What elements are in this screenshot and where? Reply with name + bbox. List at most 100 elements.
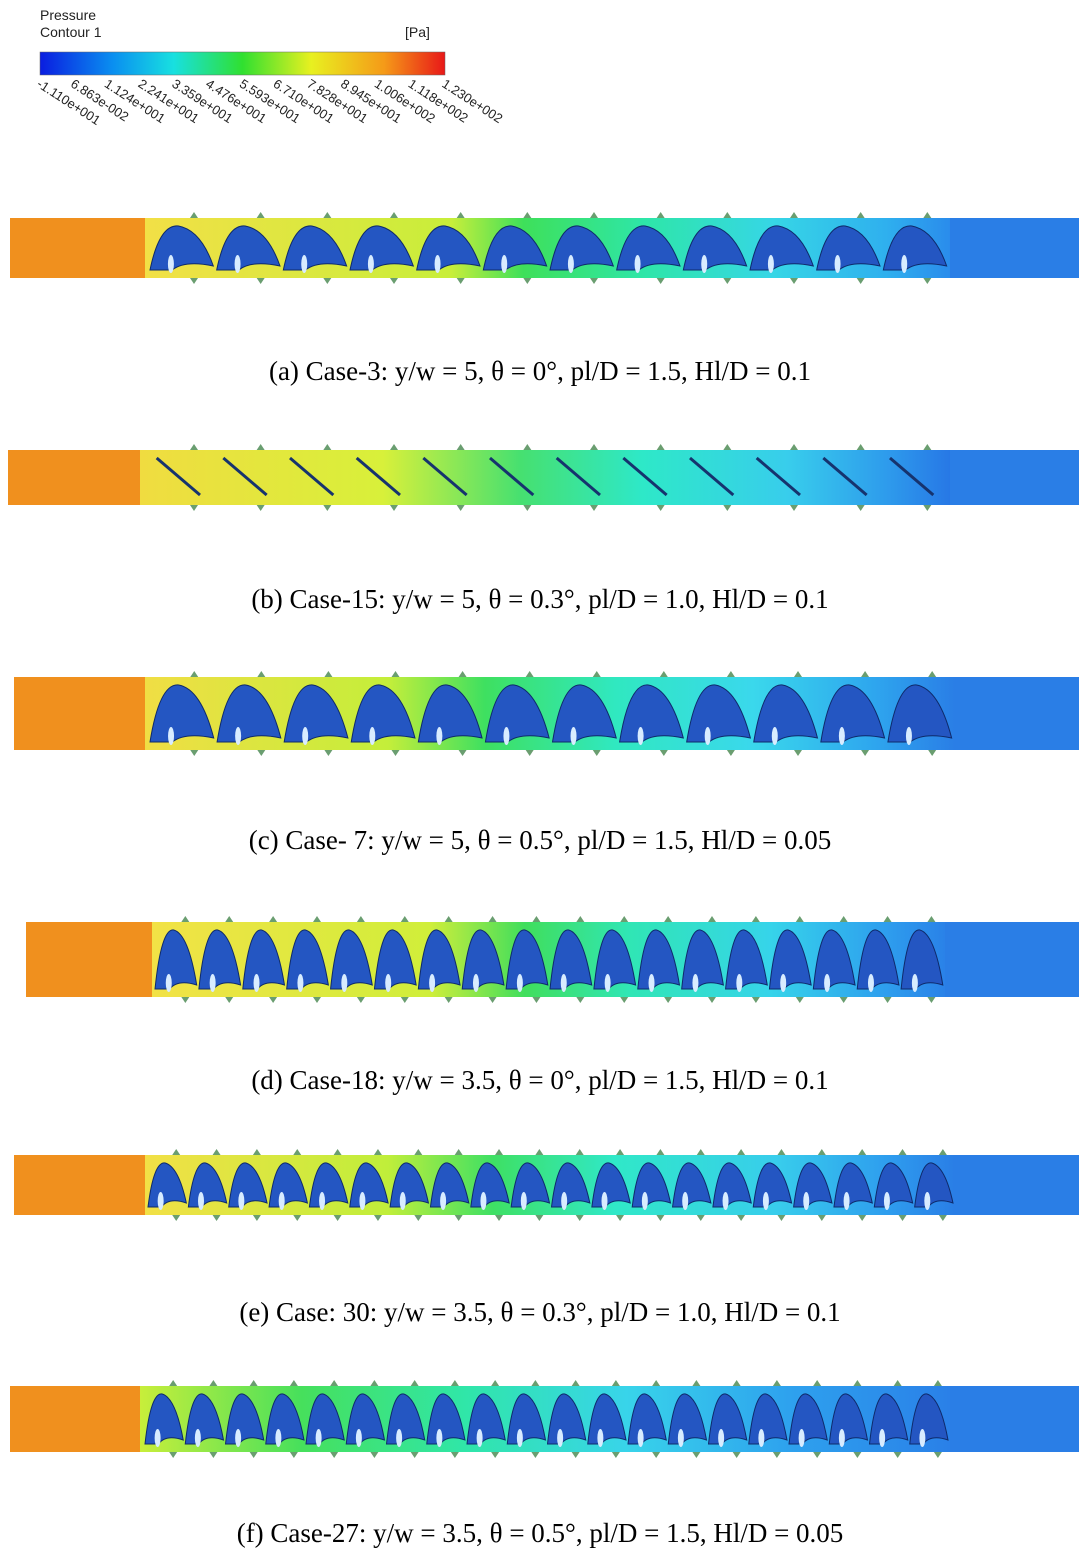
legend-unit: [Pa]: [405, 24, 430, 40]
tape-highlight: [736, 974, 742, 992]
tape-highlight: [238, 1192, 244, 1210]
pipe-outlet: [955, 1155, 1079, 1215]
panel-caption: (e) Case: 30: y/w = 3.5, θ = 0.3°, pl/D …: [239, 1297, 840, 1327]
tape-highlight: [316, 1429, 322, 1447]
tape-highlight: [768, 255, 774, 273]
tape-highlight: [718, 1429, 724, 1447]
tape-highlight: [835, 255, 841, 273]
tape-highlight: [436, 727, 442, 745]
pipe-outlet: [950, 1386, 1079, 1452]
pipe-outlet: [955, 677, 1079, 750]
panel-caption: (f) Case-27: y/w = 3.5, θ = 0.5°, pl/D =…: [237, 1518, 844, 1548]
tape-highlight: [436, 1429, 442, 1447]
pipe-inlet: [10, 218, 145, 278]
tape-highlight: [844, 1192, 850, 1210]
pipe-inlet: [8, 450, 140, 505]
panel-caption: (d) Case-18: y/w = 3.5, θ = 0°, pl/D = 1…: [251, 1065, 828, 1095]
tape-highlight: [763, 1192, 769, 1210]
panel: (d) Case-18: y/w = 3.5, θ = 0°, pl/D = 1…: [26, 916, 1079, 1095]
tape-highlight: [635, 255, 641, 273]
tape-highlight: [803, 1192, 809, 1210]
tape-highlight: [477, 1429, 483, 1447]
tape-highlight: [302, 727, 308, 745]
tape-highlight: [780, 974, 786, 992]
tape-highlight: [168, 255, 174, 273]
tape-highlight: [235, 255, 241, 273]
tape-highlight: [158, 1192, 164, 1210]
tape-highlight: [235, 1429, 241, 1447]
tape-highlight: [638, 1429, 644, 1447]
tape-highlight: [297, 974, 303, 992]
panel: (b) Case-15: y/w = 5, θ = 0.3°, pl/D = 1…: [8, 444, 1079, 614]
panel: (c) Case- 7: y/w = 5, θ = 0.5°, pl/D = 1…: [14, 671, 1079, 855]
tape-highlight: [557, 1429, 563, 1447]
tape-highlight: [480, 1192, 486, 1210]
pipe-body: [140, 1386, 950, 1452]
pipe-outlet: [950, 450, 1079, 505]
legend-title: Contour 1: [40, 24, 102, 40]
tape-highlight: [319, 1192, 325, 1210]
tape-highlight: [638, 727, 644, 745]
tape-highlight: [195, 1429, 201, 1447]
tape-highlight: [758, 1429, 764, 1447]
tape-highlight: [301, 255, 307, 273]
tape-highlight: [168, 727, 174, 745]
tape-highlight: [166, 974, 172, 992]
tape-highlight: [705, 727, 711, 745]
tape-highlight: [772, 727, 778, 745]
tape-highlight: [501, 255, 507, 273]
tape-highlight: [879, 1429, 885, 1447]
tape-highlight: [561, 974, 567, 992]
pipe-inlet: [14, 1155, 145, 1215]
tape-highlight: [568, 255, 574, 273]
tape-highlight: [839, 727, 845, 745]
tape-highlight: [649, 974, 655, 992]
tape-highlight: [924, 1192, 930, 1210]
pipe-inlet: [26, 922, 152, 997]
tape-highlight: [369, 727, 375, 745]
tape-highlight: [198, 1192, 204, 1210]
color-bar: [40, 52, 445, 75]
tape-highlight: [517, 1429, 523, 1447]
tape-highlight: [341, 974, 347, 992]
panel: (e) Case: 30: y/w = 3.5, θ = 0.3°, pl/D …: [14, 1149, 1079, 1327]
legend-title: Pressure: [40, 7, 96, 23]
tape-highlight: [521, 1192, 527, 1210]
tape-highlight: [678, 1429, 684, 1447]
tape-highlight: [919, 1429, 925, 1447]
tape-highlight: [473, 974, 479, 992]
tape-highlight: [359, 1192, 365, 1210]
tape-highlight: [400, 1192, 406, 1210]
tape-highlight: [275, 1429, 281, 1447]
tape-highlight: [435, 255, 441, 273]
panel: (a) Case-3: y/w = 5, θ = 0°, pl/D = 1.5,…: [10, 212, 1079, 386]
tape-highlight: [692, 974, 698, 992]
tape-highlight: [701, 255, 707, 273]
pipe-outlet: [945, 922, 1079, 997]
pipe-inlet: [14, 677, 145, 750]
tape-highlight: [642, 1192, 648, 1210]
tape-highlight: [912, 974, 918, 992]
panels: (a) Case-3: y/w = 5, θ = 0°, pl/D = 1.5,…: [8, 212, 1079, 1548]
tape-highlight: [254, 974, 260, 992]
tape-highlight: [440, 1192, 446, 1210]
panel: (f) Case-27: y/w = 3.5, θ = 0.5°, pl/D =…: [10, 1380, 1079, 1548]
tape-highlight: [279, 1192, 285, 1210]
tape-highlight: [601, 1192, 607, 1210]
tape-highlight: [868, 974, 874, 992]
pipe-inlet: [10, 1386, 140, 1452]
tape-highlight: [396, 1429, 402, 1447]
tape-highlight: [901, 255, 907, 273]
tape-highlight: [517, 974, 523, 992]
tape-highlight: [571, 727, 577, 745]
tape-highlight: [799, 1429, 805, 1447]
tape-highlight: [385, 974, 391, 992]
tape-highlight: [824, 974, 830, 992]
tape-highlight: [429, 974, 435, 992]
tape-highlight: [839, 1429, 845, 1447]
tape-highlight: [561, 1192, 567, 1210]
tape-highlight: [597, 1429, 603, 1447]
panel-caption: (c) Case- 7: y/w = 5, θ = 0.5°, pl/D = 1…: [249, 825, 832, 855]
pipe-body: [145, 1155, 955, 1215]
tape-highlight: [235, 727, 241, 745]
